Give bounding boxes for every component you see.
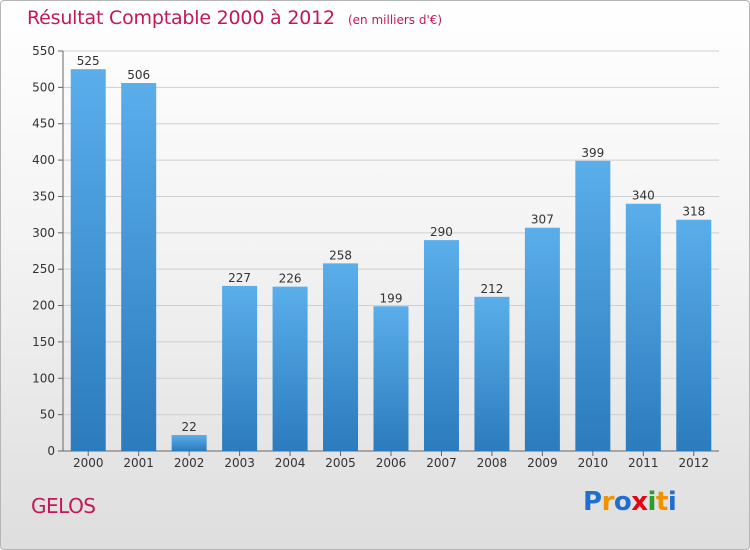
bar-value-label: 212 <box>480 282 503 296</box>
x-tick-label: 2004 <box>275 456 306 470</box>
bar-value-label: 22 <box>182 420 197 434</box>
bar <box>222 285 258 451</box>
logo-letter: o <box>613 487 632 517</box>
x-tick-label: 2012 <box>678 456 709 470</box>
x-tick-label: 2011 <box>628 456 659 470</box>
bar-value-label: 399 <box>581 146 604 160</box>
bar <box>423 240 459 451</box>
bar <box>575 160 611 451</box>
x-tick-label: 2006 <box>376 456 407 470</box>
logo-letter: i <box>667 487 677 517</box>
bar <box>323 263 359 451</box>
labels: 0 50 100 150 200 250 300 350 400 450 500 550 525 2000… <box>32 44 709 470</box>
proxiti-logo[interactable]: Proxiti <box>583 487 677 517</box>
logo-letter: i <box>647 487 657 517</box>
bars <box>70 69 712 451</box>
x-tick-label: 2001 <box>123 456 154 470</box>
bar <box>524 227 560 451</box>
bar-value-label: 318 <box>682 205 705 219</box>
y-tick-label: 150 <box>32 335 55 349</box>
chart-subtitle: (en milliers d'€) <box>347 13 443 27</box>
y-tick-label: 400 <box>32 153 55 167</box>
bar <box>474 296 510 451</box>
bar <box>272 286 308 451</box>
x-tick-label: 2002 <box>174 456 205 470</box>
y-tick-label: 450 <box>32 117 55 131</box>
bar <box>676 219 712 451</box>
chart-title: Résultat Comptable 2000 à 2012 <box>27 7 335 29</box>
x-tick-label: 2007 <box>426 456 457 470</box>
place-name: GELOS <box>31 494 96 518</box>
y-tick-label: 350 <box>32 189 55 203</box>
logo-letter: r <box>601 487 615 517</box>
y-tick-label: 550 <box>32 44 55 58</box>
bar-value-label: 258 <box>329 248 352 262</box>
bar-value-label: 340 <box>632 189 655 203</box>
bar <box>373 306 409 451</box>
bar-value-label: 525 <box>77 54 100 68</box>
x-tick-label: 2009 <box>527 456 558 470</box>
bar <box>121 83 157 451</box>
bar-value-label: 290 <box>430 225 453 239</box>
logo-letter: t <box>655 487 668 517</box>
bar-value-label: 199 <box>380 291 403 305</box>
bar-value-label: 307 <box>531 213 554 227</box>
bar <box>70 69 106 451</box>
logo-letter: P <box>583 487 602 517</box>
bar-value-label: 506 <box>127 68 150 82</box>
bar <box>625 203 661 451</box>
x-tick-label: 2010 <box>578 456 609 470</box>
y-tick-label: 200 <box>32 299 55 313</box>
y-tick-label: 500 <box>32 80 55 94</box>
x-tick-label: 2008 <box>477 456 508 470</box>
chart-title-row: Résultat Comptable 2000 à 2012 (en milli… <box>27 7 442 29</box>
y-tick-label: 0 <box>47 444 55 458</box>
y-tick-label: 300 <box>32 226 55 240</box>
bar <box>171 435 207 451</box>
logo-letter: x <box>631 487 648 517</box>
x-tick-label: 2005 <box>325 456 356 470</box>
x-tick-label: 2000 <box>73 456 104 470</box>
y-tick-label: 250 <box>32 262 55 276</box>
x-tick-label: 2003 <box>224 456 255 470</box>
y-tick-label: 100 <box>32 371 55 385</box>
bar-value-label: 226 <box>279 272 302 286</box>
y-tick-label: 50 <box>40 408 55 422</box>
bar-value-label: 227 <box>228 271 251 285</box>
